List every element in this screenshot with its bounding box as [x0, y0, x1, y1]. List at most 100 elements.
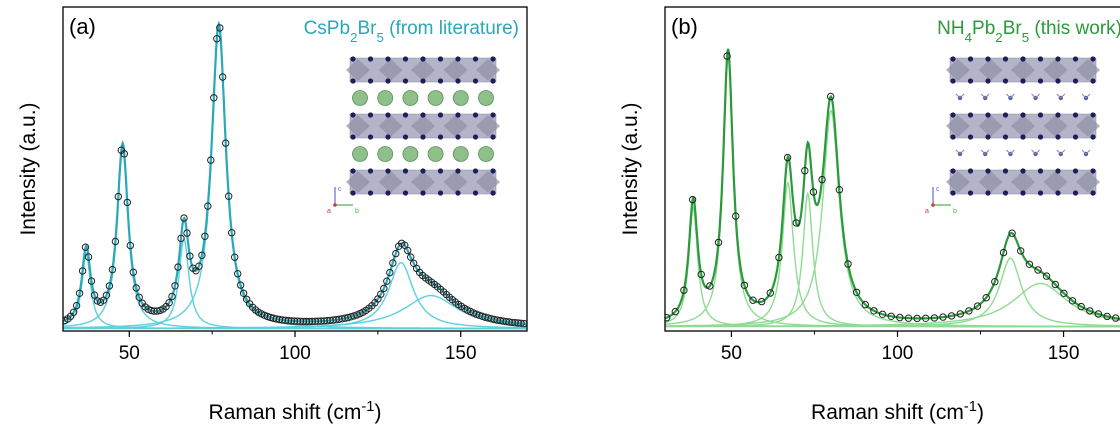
octahedron: [476, 59, 500, 81]
data-point: [108, 265, 117, 274]
y-axis-label: Intensity (a.u.): [17, 102, 40, 235]
bromine-atom: [950, 134, 956, 140]
bromine-atom: [1072, 78, 1079, 84]
bromine-atom: [350, 78, 356, 84]
data-point: [688, 195, 697, 204]
data-point: [1086, 307, 1094, 315]
octahedron: [443, 59, 468, 81]
chart-title: NH4Pb2Br5 (this work): [937, 18, 1120, 45]
data-point: [1103, 312, 1111, 321]
bromine-atom: [967, 78, 974, 84]
bromine-atom: [1055, 112, 1061, 118]
data-point: [383, 277, 391, 285]
panel-label: (a): [69, 14, 96, 39]
data-point: [234, 270, 242, 278]
bromine-atom: [1055, 78, 1061, 84]
bromine-atom: [437, 190, 444, 196]
bromine-atom: [472, 112, 479, 118]
data-point: [195, 262, 203, 270]
component-curve-4: [63, 26, 527, 330]
octahedron: [978, 171, 1003, 193]
data-point: [904, 314, 913, 322]
bromine-atom: [1020, 78, 1026, 84]
bromine-atom: [1090, 112, 1096, 118]
data-point: [168, 292, 176, 301]
octahedron: [1043, 115, 1068, 137]
bromine-atom: [455, 134, 461, 140]
data-point: [835, 186, 844, 194]
octahedron: [346, 115, 370, 137]
data-point: [1068, 297, 1077, 305]
plot-area: [63, 20, 527, 330]
bromine-atom: [350, 190, 356, 196]
data-point: [991, 278, 999, 286]
octahedron: [378, 115, 403, 137]
x-tick-label: 100: [279, 343, 311, 364]
component-curve-6: [63, 294, 527, 329]
n-h-bond: [1056, 149, 1062, 155]
data-point: [775, 253, 783, 262]
data-point: [706, 282, 714, 290]
bromine-atom: [472, 56, 479, 62]
data-point: [177, 234, 185, 243]
data-point: [1077, 302, 1085, 311]
bromine-atom: [402, 168, 409, 174]
component-curve-3: [63, 237, 527, 330]
data-point: [239, 289, 248, 297]
n-h-bond: [1035, 93, 1040, 99]
chart-title: CsPb2Br5 (from literature): [304, 18, 519, 45]
bromine-atom: [1020, 190, 1026, 196]
data-point: [81, 243, 90, 251]
bromine-atom: [1037, 56, 1044, 62]
cesium-atom: [478, 90, 494, 106]
octahedron: [1076, 115, 1100, 137]
data-point: [922, 314, 930, 322]
n-h-bond: [1060, 149, 1066, 155]
data-point: [231, 253, 239, 261]
n-h-bond: [1006, 93, 1011, 99]
n-h-bond: [980, 149, 986, 155]
axis-a-origin: [333, 203, 337, 207]
data-point: [389, 259, 397, 267]
octahedron: [411, 171, 435, 193]
y-axis-label: Intensity (a.u.): [619, 102, 642, 235]
data-point: [183, 229, 191, 237]
n-h-bond: [1006, 149, 1011, 155]
x-axis-label-sup: -1: [964, 399, 977, 415]
fit-curve: [665, 48, 1120, 321]
bromine-atom: [985, 168, 991, 174]
data-point: [111, 237, 120, 246]
bromine-atom: [490, 168, 496, 174]
bromine-atom: [420, 134, 426, 140]
data-point: [1008, 229, 1016, 237]
data-point: [174, 263, 182, 271]
data-point: [129, 268, 138, 276]
data-point: [818, 175, 826, 184]
data-point: [827, 92, 835, 101]
n-h-bond: [1081, 149, 1087, 155]
title-subscript: 5: [376, 30, 383, 45]
data-point: [1094, 310, 1103, 318]
axis-a-label: a: [327, 208, 331, 215]
data-point: [947, 312, 956, 320]
data-point: [1042, 272, 1051, 280]
component-curve-1: [665, 205, 1120, 328]
data-point: [1051, 280, 1060, 289]
data-point: [123, 198, 132, 207]
n-h-bond: [1031, 93, 1036, 99]
n-h-bond: [1060, 93, 1066, 99]
data-point: [87, 277, 96, 285]
bromine-atom: [350, 112, 356, 118]
cesium-atom: [427, 90, 444, 106]
octahedron: [1011, 171, 1035, 193]
x-axis-label-sup: -1: [361, 399, 374, 415]
n-h-bond: [1081, 93, 1087, 99]
data-point: [680, 286, 688, 294]
bromine-atom: [1002, 78, 1009, 84]
bromine-atom: [1020, 168, 1026, 174]
x-axis-label-text: Raman shift (cm: [209, 401, 362, 424]
axis-b-label: b: [953, 208, 957, 215]
bromine-atom: [1055, 168, 1061, 174]
bromine-atom: [420, 190, 426, 196]
data-point: [126, 241, 135, 250]
